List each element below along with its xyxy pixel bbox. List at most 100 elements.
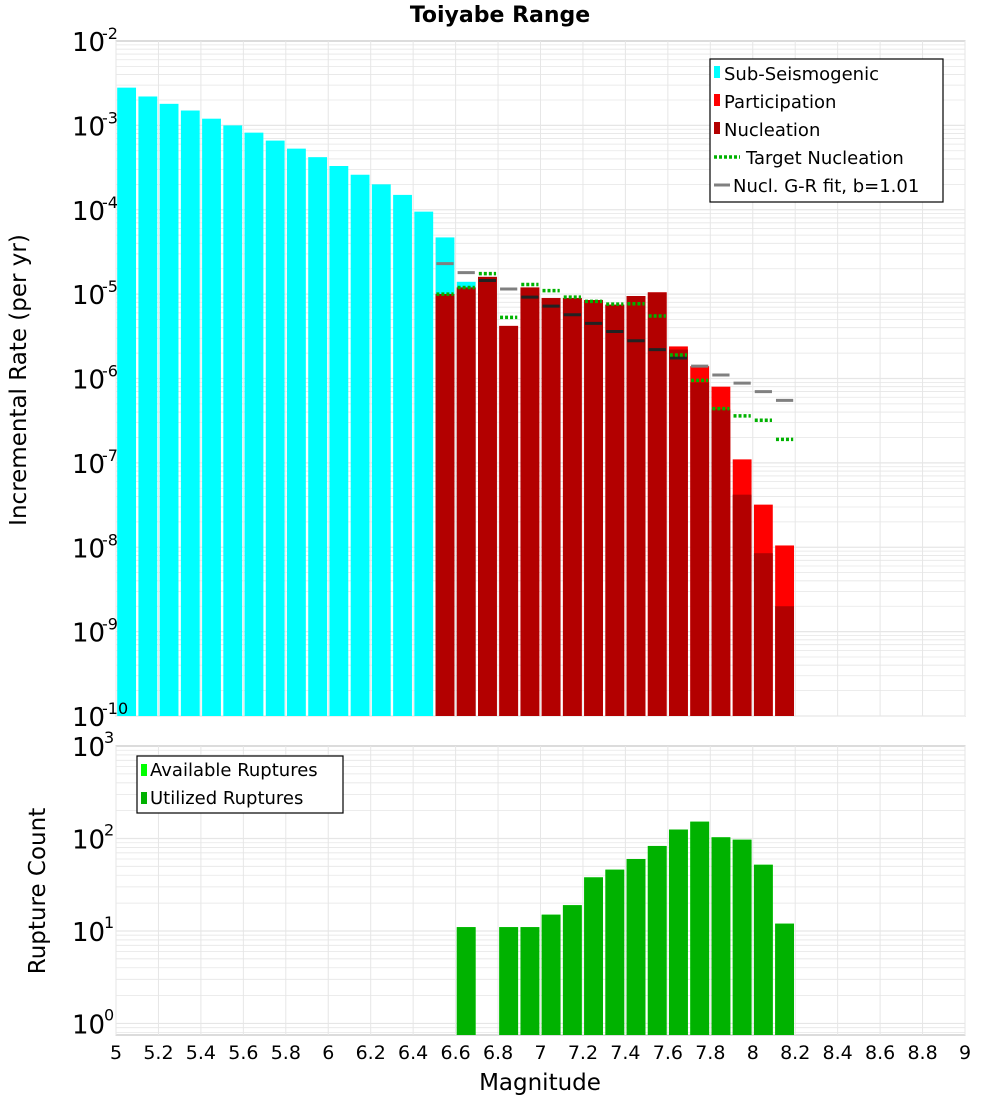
rate-y-axis-label: Incremental Rate (per yr)	[6, 234, 32, 526]
svg-text:10: 10	[72, 281, 105, 311]
utilized-ruptures-bar	[499, 927, 519, 1035]
nucleation-bar	[669, 349, 688, 716]
nucleation-bar	[647, 292, 667, 716]
sub-seismogenic-bar	[350, 174, 370, 716]
utilized-ruptures-bar	[541, 914, 561, 1035]
y-tick-label: 100	[72, 1005, 114, 1040]
y-tick-label: 10-8	[72, 530, 118, 564]
utilized-ruptures-bar	[669, 829, 688, 1035]
y-tick-label: 10-9	[72, 615, 118, 649]
nucleation-bar	[711, 409, 731, 716]
svg-text:0: 0	[104, 1005, 114, 1024]
svg-text:-7: -7	[102, 446, 118, 465]
legend-label: Target Nucleation	[745, 148, 904, 169]
sub-seismogenic-bar	[287, 148, 306, 716]
x-ticks: 5 5.2 5.4 5.6 5.8 6 6.2 6.4 6.6 6.8 7 7.2 7.4 7.6 7.8 8…	[110, 1042, 971, 1064]
svg-text:10: 10	[72, 619, 105, 649]
count-y-axis-label: Rupture Count	[25, 808, 51, 974]
sub-seismogenic-bar	[414, 211, 434, 716]
legend-box	[136, 755, 344, 814]
x-tick-label: 8	[747, 1042, 759, 1064]
nucleation-bar	[753, 553, 773, 716]
svg-text:-6: -6	[102, 362, 118, 381]
utilized-ruptures-bar	[626, 858, 646, 1035]
y-tick-label: 10-2	[72, 24, 118, 58]
sub-seismogenic-bar	[329, 166, 349, 717]
sub-seismogenic-bar	[265, 140, 285, 717]
x-tick-label: 5	[110, 1042, 122, 1064]
x-tick-label: 6.8	[483, 1042, 513, 1064]
x-tick-label: 5.8	[271, 1042, 301, 1064]
nucleation-bar	[456, 287, 476, 716]
sub-seismogenic-bar	[223, 125, 243, 716]
x-tick-label: 5.4	[186, 1042, 216, 1064]
x-tick-label: 7	[534, 1042, 546, 1064]
nucleation-bar	[605, 304, 625, 716]
x-tick-label: 6.4	[398, 1042, 428, 1064]
x-tick-label: 9	[959, 1042, 971, 1064]
utilized-ruptures-bar	[690, 821, 710, 1035]
x-tick-label: 8.8	[907, 1042, 937, 1064]
rate-legend: Sub-Seismogenic Participation Nucleation Ta…	[709, 58, 944, 203]
nucleation-bar	[541, 297, 561, 716]
legend-swatch-participation	[714, 94, 720, 106]
x-tick-label: 6	[322, 1042, 334, 1064]
utilized-ruptures-bar	[647, 845, 667, 1035]
x-tick-label: 8.6	[865, 1042, 895, 1064]
svg-text:-5: -5	[102, 277, 118, 296]
legend-swatch-nucleation	[714, 122, 720, 134]
nucleation-bar	[499, 325, 519, 716]
y-tick-label: 10-5	[72, 277, 118, 311]
nucleation-bar	[584, 300, 603, 716]
legend-label: Participation	[724, 92, 836, 113]
utilized-ruptures-bar	[732, 839, 752, 1035]
y-tick-label: 10-4	[72, 193, 118, 227]
x-axis-label: Magnitude	[479, 1070, 601, 1096]
svg-text:10: 10	[72, 733, 105, 763]
x-tick-label: 6.6	[440, 1042, 470, 1064]
x-tick-label: 8.2	[780, 1042, 810, 1064]
svg-text:-10: -10	[102, 699, 128, 718]
rate-bars	[117, 87, 794, 717]
legend-label: Nucleation	[724, 120, 820, 141]
nucleation-bar	[520, 287, 540, 716]
svg-text:10: 10	[72, 28, 105, 58]
x-tick-label: 5.6	[228, 1042, 258, 1064]
svg-text:10: 10	[72, 366, 105, 396]
legend-swatch-utilized	[141, 792, 147, 804]
utilized-ruptures-bar	[456, 927, 476, 1035]
legend-swatch-available	[141, 764, 147, 776]
sub-seismogenic-bar	[138, 96, 158, 716]
chart-title: Toiyabe Range	[410, 3, 590, 28]
sub-seismogenic-bar	[308, 157, 328, 717]
x-tick-label: 7.4	[610, 1042, 640, 1064]
sub-seismogenic-bar	[159, 103, 179, 717]
svg-text:10: 10	[72, 1010, 105, 1040]
rate-y-ticks: 10-210-310-410-510-610-710-810-910-10	[72, 24, 128, 733]
svg-text:1: 1	[104, 913, 114, 932]
x-tick-label: 7.2	[568, 1042, 598, 1064]
sub-seismogenic-bar	[393, 194, 412, 716]
utilized-ruptures-bar	[520, 927, 540, 1035]
utilized-ruptures-bar	[584, 877, 603, 1035]
svg-text:10: 10	[72, 918, 105, 948]
legend-swatch-sub-seismogenic	[714, 66, 720, 78]
svg-text:-3: -3	[102, 108, 118, 127]
x-tick-label: 7.6	[653, 1042, 683, 1064]
count-bars	[456, 821, 794, 1035]
rate-step-lines	[436, 262, 794, 442]
utilized-ruptures-bar	[753, 864, 773, 1035]
nucleation-bar	[690, 382, 710, 716]
sub-seismogenic-bar	[244, 132, 264, 716]
legend-label: Available Ruptures	[150, 760, 318, 781]
utilized-ruptures-bar	[775, 923, 794, 1035]
count-legend: Available Ruptures Utilized Ruptures	[136, 755, 344, 814]
utilized-ruptures-bar	[711, 837, 731, 1035]
svg-text:10: 10	[72, 534, 105, 564]
y-tick-label: 102	[72, 820, 114, 855]
y-tick-label: 10-3	[72, 108, 118, 142]
svg-text:3: 3	[104, 728, 114, 747]
